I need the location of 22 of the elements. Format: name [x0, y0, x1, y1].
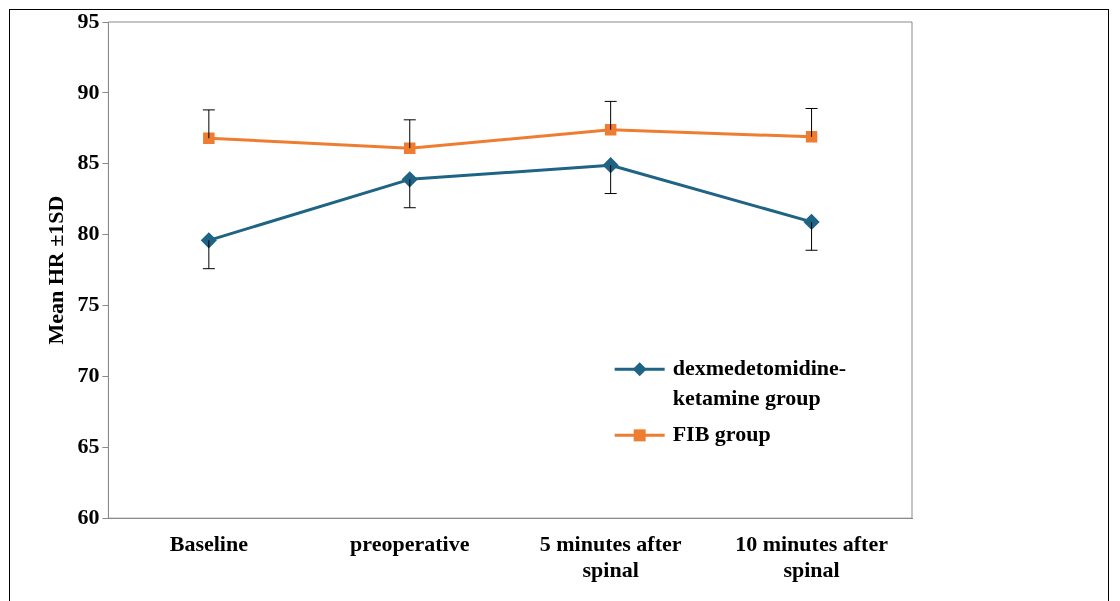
y-tick-label: 85: [77, 149, 100, 175]
y-tick-label: 75: [77, 291, 100, 317]
y-tick-label: 95: [77, 7, 100, 33]
y-tick-label: 80: [77, 220, 100, 246]
x-tick-label: Baseline: [169, 531, 249, 557]
x-tick-label: 10 minutes after spinal: [735, 531, 889, 583]
point: [203, 132, 215, 144]
x-tick-label: 5 minutes after spinal: [539, 531, 682, 583]
y-tick-label: 65: [77, 433, 100, 458]
point: [604, 124, 617, 136]
point: [404, 142, 416, 154]
x-tick-label: preoperative: [350, 531, 470, 557]
y-tick-label: 60: [77, 503, 100, 529]
point: [804, 214, 820, 230]
y-tick-label: 70: [77, 362, 100, 388]
point: [805, 131, 818, 143]
y-axis-title: Mean HR ±1SD: [42, 195, 68, 345]
legend-label: dexmedetomidine-ketamine group: [672, 355, 847, 411]
y-tick-label: 90: [77, 78, 100, 104]
legend-label: FIB group: [672, 421, 771, 447]
point: [402, 171, 418, 187]
point: [603, 157, 619, 173]
